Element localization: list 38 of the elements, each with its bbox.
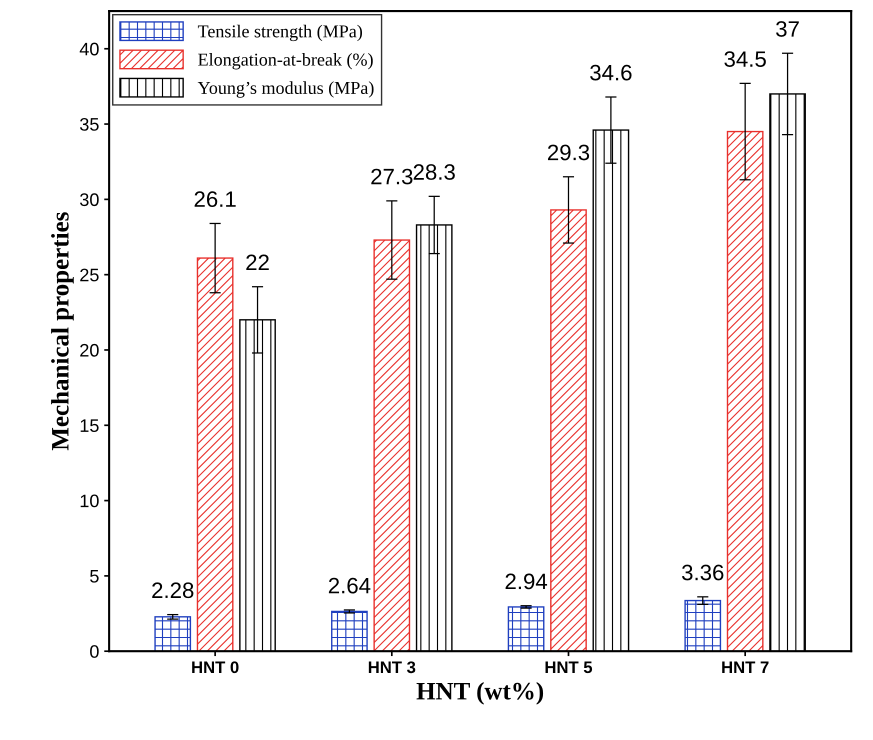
data-label: 28.3 <box>414 164 455 180</box>
y-tick-label: 40 <box>80 42 99 56</box>
x-tick-label: HNT 3 <box>368 661 416 674</box>
data-label: 26.1 <box>194 191 236 208</box>
y-tick-label: 15 <box>80 419 99 432</box>
y-tick-label: 5 <box>90 570 99 583</box>
bar <box>373 239 410 652</box>
bar <box>550 209 587 652</box>
bar <box>684 600 722 652</box>
y-axis-title: Mechanical properties <box>51 212 74 450</box>
bar <box>331 610 368 652</box>
bar <box>196 257 234 652</box>
data-label: 3.36 <box>682 564 724 580</box>
y-tick-label: 25 <box>80 268 99 282</box>
x-axis-title: HNT (wt%) <box>416 682 544 705</box>
data-label: 2.28 <box>152 582 194 598</box>
data-label: 27.3 <box>371 168 412 184</box>
data-label: 29.3 <box>548 144 590 160</box>
data-label: 34.6 <box>590 64 632 81</box>
y-tick-label: 35 <box>80 118 99 131</box>
data-label: 22 <box>246 254 269 270</box>
y-tick-label: 0 <box>90 645 99 658</box>
legend-label: Tensile strength (MPa) <box>198 24 362 42</box>
y-tick-label: 10 <box>80 494 99 508</box>
data-label: 34.5 <box>724 51 766 67</box>
x-tick-label: HNT 7 <box>722 662 769 673</box>
bar <box>154 616 192 652</box>
data-label: 37 <box>776 21 799 37</box>
y-tick-label: 20 <box>80 344 99 357</box>
legend-label: Young’s modulus (MPa) <box>198 81 374 98</box>
data-label: 2.94 <box>506 574 548 590</box>
bar <box>508 606 544 652</box>
data-label: 2.64 <box>328 578 370 594</box>
legend-label: Elongation-at-break (%) <box>198 53 373 70</box>
x-tick-label: HNT 5 <box>546 662 592 674</box>
y-tick-label: 30 <box>80 193 99 206</box>
x-tick-label: HNT 0 <box>192 661 239 674</box>
bar <box>726 130 764 652</box>
